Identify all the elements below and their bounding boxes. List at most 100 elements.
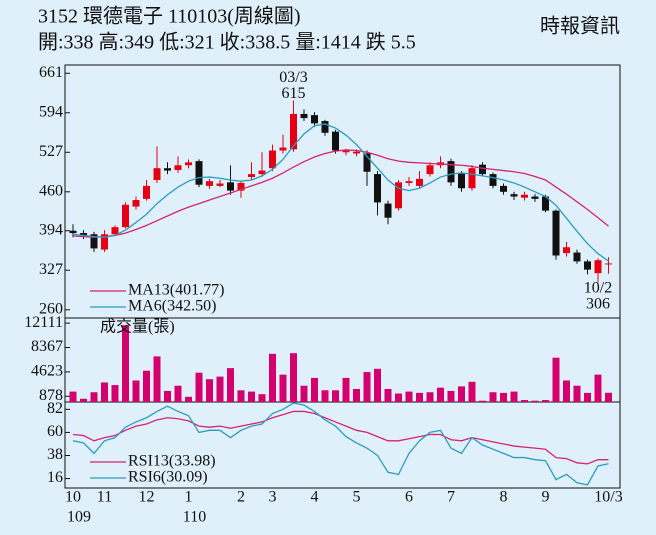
candle-body bbox=[489, 174, 497, 186]
chart-subtitle: 開:338 高:349 低:321 收:338.5 量:1414 跌 5.5 bbox=[38, 31, 416, 54]
candle-body bbox=[374, 174, 381, 203]
y-tick-label: 394 bbox=[39, 221, 63, 238]
x-tick-label: 5 bbox=[353, 489, 361, 506]
line-series bbox=[72, 123, 609, 262]
volume-bar bbox=[90, 392, 98, 402]
x-year-label: 110 bbox=[183, 509, 206, 526]
candle-body bbox=[468, 168, 476, 189]
y-tick-label: 4623 bbox=[31, 363, 63, 380]
line-series bbox=[72, 402, 609, 486]
candle-body bbox=[521, 194, 528, 198]
y-tick-label: 260 bbox=[39, 300, 63, 317]
x-tick-label: 1 bbox=[185, 489, 193, 506]
y-tick-label: 661 bbox=[39, 64, 63, 81]
volume-bar bbox=[143, 370, 150, 402]
y-tick-label: 8367 bbox=[31, 338, 63, 355]
candle-body bbox=[594, 260, 602, 274]
volume-bar bbox=[101, 382, 108, 402]
candle-body bbox=[101, 234, 108, 250]
volume-bar bbox=[164, 390, 171, 402]
y-tick-label: 38 bbox=[47, 446, 63, 463]
candle-body bbox=[111, 227, 119, 235]
candle-body bbox=[321, 121, 329, 133]
volume-bar bbox=[290, 353, 297, 402]
candle-body bbox=[342, 150, 350, 153]
x-tick-label: 10 bbox=[65, 489, 81, 506]
y-tick-label: 878 bbox=[39, 387, 63, 404]
volume-bar bbox=[353, 388, 360, 402]
candle-body bbox=[290, 113, 297, 150]
candle-body bbox=[132, 200, 140, 207]
x-tick-label: 7 bbox=[447, 489, 455, 506]
volume-bar bbox=[153, 356, 161, 402]
volume-bar bbox=[311, 377, 318, 402]
candle-body bbox=[510, 194, 518, 197]
candle-body bbox=[405, 181, 413, 183]
volume-bar bbox=[489, 392, 497, 402]
annotation-value: 306 bbox=[586, 295, 610, 312]
candle-body bbox=[69, 230, 77, 234]
y-tick-label: 527 bbox=[39, 143, 63, 160]
volume-bar bbox=[384, 388, 392, 402]
y-tick-label: 82 bbox=[47, 400, 63, 417]
y-tick-label: 327 bbox=[39, 261, 63, 278]
candle-body bbox=[573, 252, 581, 262]
line-series bbox=[72, 410, 609, 465]
candle-body bbox=[174, 165, 182, 170]
candle-body bbox=[363, 153, 371, 172]
candle-body bbox=[80, 233, 87, 236]
volume-bar bbox=[458, 386, 465, 402]
candle-body bbox=[227, 182, 234, 191]
volume-bar bbox=[279, 374, 287, 402]
candle-body bbox=[269, 150, 276, 169]
x-tick-label: 12 bbox=[139, 489, 155, 506]
x-tick-label: 4 bbox=[311, 489, 319, 506]
candle-body bbox=[332, 131, 339, 151]
source: 時報資訊 bbox=[540, 15, 620, 38]
volume-bar bbox=[374, 368, 381, 402]
panel-title: 成交量(張) bbox=[100, 318, 175, 336]
candle-body bbox=[216, 183, 224, 186]
volume-bar bbox=[447, 390, 455, 402]
candle-body bbox=[153, 168, 161, 180]
legend-label: MA13(401.77) bbox=[128, 282, 224, 299]
candle-body bbox=[531, 196, 539, 199]
volume-bar bbox=[584, 392, 591, 402]
candle-body bbox=[447, 161, 455, 183]
volume-bar bbox=[594, 374, 602, 402]
volume-bar bbox=[227, 368, 234, 402]
volume-bar bbox=[321, 390, 329, 402]
x-tick-label: 9 bbox=[542, 489, 550, 506]
volume-bar bbox=[542, 400, 549, 402]
x-tick-label: 3 bbox=[269, 489, 277, 506]
x-tick-label: 11 bbox=[97, 489, 112, 506]
volume-bar bbox=[258, 394, 266, 402]
volume-bar bbox=[122, 325, 129, 402]
volume-bar bbox=[269, 353, 276, 402]
candle-body bbox=[605, 263, 612, 265]
candle-body bbox=[479, 164, 486, 175]
volume-bar bbox=[248, 391, 255, 402]
candle-body bbox=[416, 178, 423, 186]
y-tick-label: 60 bbox=[47, 423, 63, 440]
x-year-label: 109 bbox=[67, 509, 91, 526]
x-tick-label: 2 bbox=[237, 489, 245, 506]
volume-bar bbox=[500, 392, 507, 402]
candle-body bbox=[143, 185, 150, 199]
candle-body bbox=[384, 203, 392, 218]
volume-bar bbox=[69, 391, 77, 402]
annotation-date: 10/2 bbox=[584, 279, 612, 296]
volume-bar bbox=[510, 391, 518, 402]
volume-bar bbox=[563, 380, 570, 402]
candle-body bbox=[258, 170, 266, 175]
volume-bar bbox=[206, 379, 213, 402]
line-series bbox=[72, 149, 609, 238]
volume-bar bbox=[479, 400, 486, 402]
candle-body bbox=[237, 182, 245, 191]
volume-bar bbox=[132, 380, 140, 402]
candle-body bbox=[552, 210, 560, 256]
candle-body bbox=[279, 147, 287, 151]
